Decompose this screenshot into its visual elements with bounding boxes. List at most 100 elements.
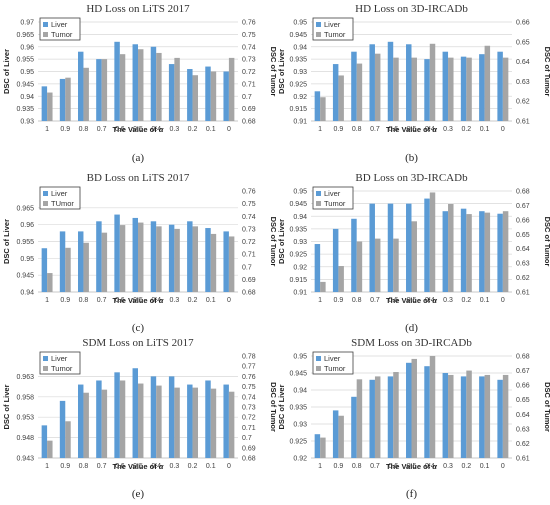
x-tick-label: 1 (45, 297, 49, 304)
y-axis-label-left: DSC of Liver (277, 384, 286, 429)
x-tick-label: 0 (227, 126, 231, 133)
x-tick-label: 0.1 (206, 297, 216, 304)
liver-bar (332, 410, 339, 458)
x-tick-label: 0.8 (79, 126, 89, 133)
tumor-bar (448, 374, 454, 458)
chart-title: SDM Loss on 3D-IRCADb (351, 337, 472, 349)
panel-caption: (f) (406, 488, 417, 500)
tumor-bar (138, 383, 144, 458)
tumor-bar (411, 358, 417, 458)
x-tick-label: 0.3 (443, 126, 453, 133)
legend-box (39, 351, 81, 375)
tumor-bar (47, 440, 53, 458)
y-axis-label-right: DSC of Tumor (269, 382, 278, 432)
left-tick-label: 0.963 (16, 374, 34, 381)
tumor-bar (411, 221, 417, 292)
left-tick-label: 0.935 (289, 57, 307, 64)
liver-bar (168, 376, 175, 458)
panel-caption: (d) (405, 322, 418, 334)
left-tick-label: 0.95 (293, 189, 307, 196)
liver-bar (41, 248, 48, 292)
x-axis-label: The Value of α (113, 125, 164, 134)
right-tick-label: 0.62 (516, 275, 530, 282)
liver-bar (96, 221, 102, 292)
right-tick-label: 0.73 (242, 57, 256, 64)
right-tick-label: 0.62 (516, 441, 530, 448)
left-tick-label: 0.95 (20, 256, 34, 263)
x-tick-label: 0.1 (206, 463, 216, 470)
tumor-bar (101, 59, 108, 121)
left-tick-label: 0.93 (293, 422, 307, 429)
x-tick-label: 0.4 (151, 463, 161, 470)
right-tick-label: 0.78 (242, 354, 256, 361)
tumor-bar (156, 385, 162, 458)
tumor-bar (393, 372, 399, 458)
x-tick-label: 1 (318, 297, 322, 304)
x-tick-label: 0.5 (133, 463, 143, 470)
liver-bar (369, 203, 375, 292)
right-tick-label: 0.67 (516, 203, 530, 210)
legend-label: Tumor (51, 30, 73, 39)
legend-swatch (316, 366, 321, 371)
tumor-bar (484, 212, 491, 292)
liver-bar (187, 69, 193, 121)
liver-bar (223, 384, 229, 458)
legend-box (312, 186, 354, 210)
right-tick-label: 0.63 (516, 79, 530, 86)
x-tick-label: 0.1 (480, 297, 490, 304)
right-tick-label: 0.63 (516, 261, 530, 268)
x-tick-label: 0.8 (352, 297, 362, 304)
x-tick-label: 0.7 (97, 297, 107, 304)
chart-panel: 0.9430.9480.9530.9580.9630.680.690.70.71… (2, 337, 278, 500)
tumor-bar (65, 247, 71, 292)
legend-swatch (43, 366, 48, 371)
right-tick-label: 0.67 (516, 368, 530, 375)
legend-label: Liver (324, 189, 341, 198)
left-tick-label: 0.948 (16, 435, 34, 442)
legend-swatch (43, 191, 48, 196)
chart-title: HD Loss on 3D-IRCADb (355, 3, 468, 15)
tumor-bar (228, 391, 235, 458)
liver-bar (442, 373, 449, 458)
liver-bar (369, 379, 375, 458)
left-tick-label: 0.945 (16, 81, 34, 88)
right-tick-label: 0.65 (516, 232, 530, 239)
left-tick-label: 0.96 (20, 222, 34, 229)
legend-box (312, 351, 354, 375)
tumor-bar (374, 238, 381, 292)
tumor-bar (466, 214, 472, 292)
liver-bar (114, 41, 120, 121)
x-axis-label: The Value of α (113, 462, 164, 471)
liver-bar (59, 78, 66, 121)
x-tick-label: 0.6 (115, 297, 125, 304)
x-tick-label: 0.4 (151, 126, 161, 133)
chart-panel: 0.93 0.935 0.94 0.945 0.95 0.955 0.96 0.965 0.97… (2, 3, 278, 164)
tumor-bar (228, 57, 235, 121)
x-tick-label: 0 (227, 463, 231, 470)
y-axis-label-right: DSC of Tumor (543, 382, 550, 432)
liver-bar (150, 221, 157, 292)
x-tick-label: 0.9 (60, 463, 70, 470)
x-axis-label: The Value of α (386, 462, 437, 471)
x-tick-label: 0 (227, 297, 231, 304)
right-tick-label: 0.69 (242, 445, 256, 452)
left-tick-label: 0.96 (20, 44, 34, 51)
x-tick-label: 0 (501, 297, 505, 304)
liver-bar (369, 44, 375, 121)
legend-label: Tumor (51, 364, 73, 373)
right-tick-label: 0.75 (242, 384, 256, 391)
tumor-bar (338, 75, 344, 121)
legend-label: Tumor (324, 364, 346, 373)
left-tick-label: 0.92 (293, 94, 307, 101)
right-tick-label: 0.68 (516, 354, 530, 361)
liver-bar (442, 51, 449, 122)
left-tick-label: 0.925 (289, 252, 307, 259)
x-tick-label: 0.2 (188, 463, 198, 470)
x-tick-label: 0.7 (370, 297, 380, 304)
x-tick-label: 0.6 (388, 463, 398, 470)
chart-panel: 0.94 0.945 0.95 0.955 0.96 0.965 0.68 0.69 0.7 0.… (2, 172, 278, 334)
liver-bar (205, 66, 211, 121)
tumor-bar (156, 226, 162, 292)
left-tick-label: 0.965 (16, 205, 34, 212)
legend-label: Liver (51, 354, 68, 363)
